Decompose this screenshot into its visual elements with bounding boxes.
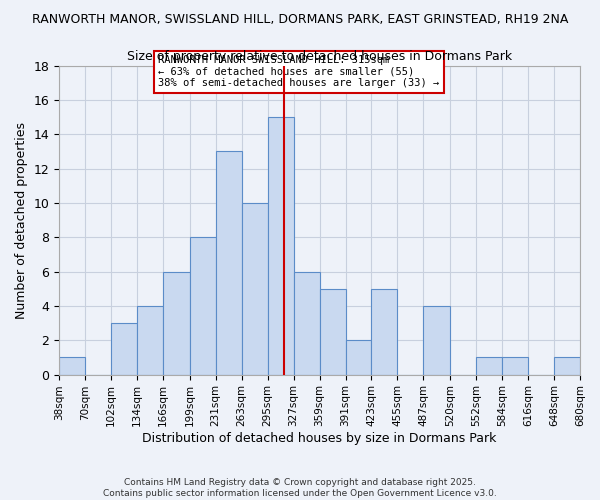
Bar: [137, 306, 163, 374]
X-axis label: Distribution of detached houses by size in Dormans Park: Distribution of detached houses by size …: [142, 432, 497, 445]
Bar: [346, 340, 371, 374]
Text: RANWORTH MANOR SWISSLAND HILL: 315sqm
← 63% of detached houses are smaller (55)
: RANWORTH MANOR SWISSLAND HILL: 315sqm ← …: [158, 56, 439, 88]
Bar: [59, 358, 85, 374]
Bar: [502, 358, 528, 374]
Bar: [371, 289, 397, 374]
Bar: [111, 323, 137, 374]
Y-axis label: Number of detached properties: Number of detached properties: [15, 122, 28, 318]
Bar: [554, 358, 580, 374]
Bar: [268, 117, 293, 374]
Text: RANWORTH MANOR, SWISSLAND HILL, DORMANS PARK, EAST GRINSTEAD, RH19 2NA: RANWORTH MANOR, SWISSLAND HILL, DORMANS …: [32, 12, 568, 26]
Text: Contains HM Land Registry data © Crown copyright and database right 2025.
Contai: Contains HM Land Registry data © Crown c…: [103, 478, 497, 498]
Bar: [242, 203, 268, 374]
Bar: [320, 289, 346, 374]
Bar: [163, 272, 190, 374]
Bar: [293, 272, 320, 374]
Title: Size of property relative to detached houses in Dormans Park: Size of property relative to detached ho…: [127, 50, 512, 63]
Bar: [190, 237, 216, 374]
Bar: [424, 306, 450, 374]
Bar: [216, 152, 242, 374]
Bar: [476, 358, 502, 374]
